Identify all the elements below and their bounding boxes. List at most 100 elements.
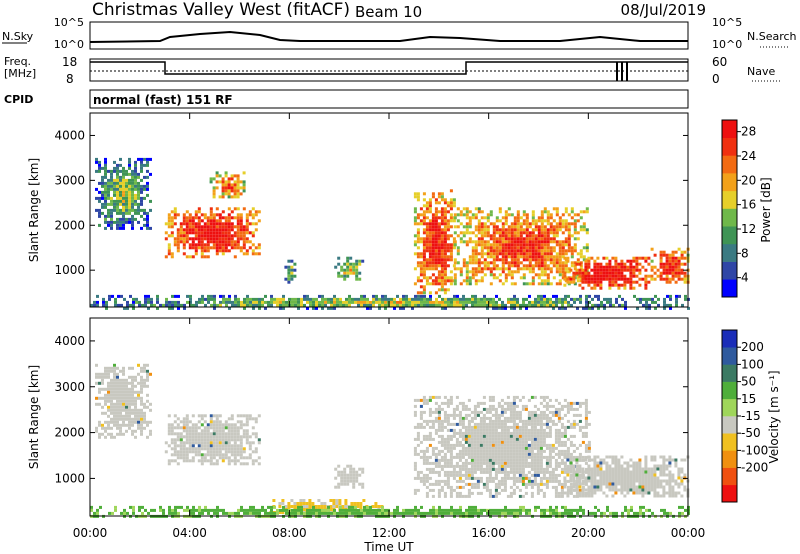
echo-cell-r1: [254, 210, 258, 214]
echo-cell-r1: [209, 219, 213, 223]
echo-cell-r6: [585, 210, 589, 214]
echo-cell-r3: [449, 494, 453, 498]
echo-cell-r5: [434, 225, 438, 229]
echo-cell-r3: [581, 485, 585, 489]
echo-cell-r1: [236, 447, 240, 451]
echo-cell-r7: [623, 262, 627, 266]
echo-cell-r1: [236, 414, 240, 418]
echo-cell-r1: [182, 222, 186, 226]
echo-cell-r0: [125, 208, 128, 212]
echo-cell-r3: [482, 461, 486, 465]
echo-cell-r3: [557, 401, 561, 405]
echo-cell-r5: [449, 255, 453, 259]
echo-cell-r3: [422, 419, 426, 423]
echo-cell-r8: [674, 280, 678, 284]
echo-cell-r6: [570, 234, 574, 238]
echo-cell-r9: [348, 294, 351, 298]
echo-cell-r1: [191, 219, 195, 223]
echo-cell-r3: [539, 431, 543, 435]
echo-cell-r3: [491, 404, 495, 408]
echo-cell-r3: [452, 431, 456, 435]
echo-cell-r9: [171, 300, 174, 304]
echo-cell-r6: [534, 228, 538, 232]
echo-cell-r3: [572, 419, 576, 423]
echo-cell-r4: [575, 488, 579, 492]
echo-cell-r6: [501, 255, 505, 259]
echo-cell-r0: [116, 426, 119, 430]
echo-cell-r0: [110, 378, 113, 382]
echo-cell-r0: [149, 408, 152, 412]
echo-cell-r3: [557, 491, 561, 495]
echo-cell-r0: [116, 187, 119, 191]
echo-cell-r9: [135, 300, 138, 304]
echo-cell-r1: [257, 243, 261, 247]
echo-cell-r1: [245, 432, 249, 436]
echo-cell-r6: [495, 264, 499, 268]
echo-cell-r7: [608, 286, 612, 290]
echo-cell-r1: [182, 429, 186, 433]
echo-cell-r5: [443, 216, 447, 220]
echo-cell-r3: [506, 434, 510, 438]
echo-cell-r3: [566, 485, 570, 489]
echo-cell-r5: [431, 273, 435, 277]
echo-cell-r9: [564, 300, 567, 304]
echo-cell-r5: [434, 279, 438, 283]
echo-cell-r9: [663, 297, 666, 301]
echo-cell-r3: [515, 470, 519, 474]
echo-cell-r6: [495, 255, 499, 259]
echo-cell-r7: [623, 280, 627, 284]
echo-cell-r0: [116, 205, 119, 209]
nave-label: Nave: [747, 65, 775, 78]
echo-cell-r9: [582, 306, 585, 310]
echo-cell-r9: [474, 294, 477, 298]
echo-cell-r3: [467, 455, 471, 459]
echo-cell-r3: [533, 452, 537, 456]
echo-cell-r1: [248, 210, 252, 214]
echo-cell-r3: [554, 410, 558, 414]
echo-cell-r3: [557, 440, 561, 444]
echo-cell-r3: [533, 413, 537, 417]
echo-cell-r1: [236, 225, 240, 229]
echo-cell-r9: [531, 303, 534, 307]
echo-cell-r9: [204, 303, 207, 307]
echo-cell-r3: [452, 473, 456, 477]
echo-cell-r0: [128, 178, 131, 182]
echo-cell-r5: [428, 222, 432, 226]
echo-cell-r6: [477, 210, 481, 214]
echo-cell-r3: [287, 265, 291, 269]
echo-cell-r6: [558, 216, 562, 220]
echo-cell-r9: [210, 303, 213, 307]
echo-cell-r6: [537, 216, 541, 220]
echo-cell-r6: [477, 264, 481, 268]
echo-cell-r3: [479, 455, 483, 459]
echo-cell-r8: [683, 271, 687, 275]
echo-cell-r0: [128, 202, 131, 206]
echo-cell-r8: [677, 274, 681, 278]
echo-cell-r6: [510, 228, 514, 232]
echo-cell-r6: [552, 225, 556, 229]
echo-cell-r1: [236, 420, 240, 424]
echo-cell-r9: [309, 297, 312, 301]
echo-cell-r6: [516, 267, 520, 271]
echo-cell-r5: [422, 243, 426, 247]
echo-cell-r3: [491, 449, 495, 453]
echo-cell-r9: [108, 297, 111, 301]
echo-cell-r6: [516, 249, 520, 253]
echo-cell-r3: [575, 476, 579, 480]
echo-cell-r1: [209, 240, 213, 244]
echo-cell-r6: [573, 246, 577, 250]
echo-cell-r7: [587, 262, 591, 266]
echo-cell-r7: [608, 283, 612, 287]
echo-cell-r6: [522, 258, 526, 262]
echo-cell-r8: [665, 253, 669, 257]
echo-cell-r6: [516, 219, 520, 223]
echo-cell-r4: [572, 476, 576, 480]
echo-cell-r3: [542, 473, 546, 477]
echo-cell-r3: [521, 461, 525, 465]
echo-cell-r8: [650, 268, 654, 272]
echo-cell-r5: [431, 252, 435, 256]
echo-cell-r9: [150, 297, 153, 301]
echo-cell-r0: [140, 226, 143, 230]
echo-cell-r9: [639, 297, 642, 301]
echo-cell-r1: [218, 426, 222, 430]
